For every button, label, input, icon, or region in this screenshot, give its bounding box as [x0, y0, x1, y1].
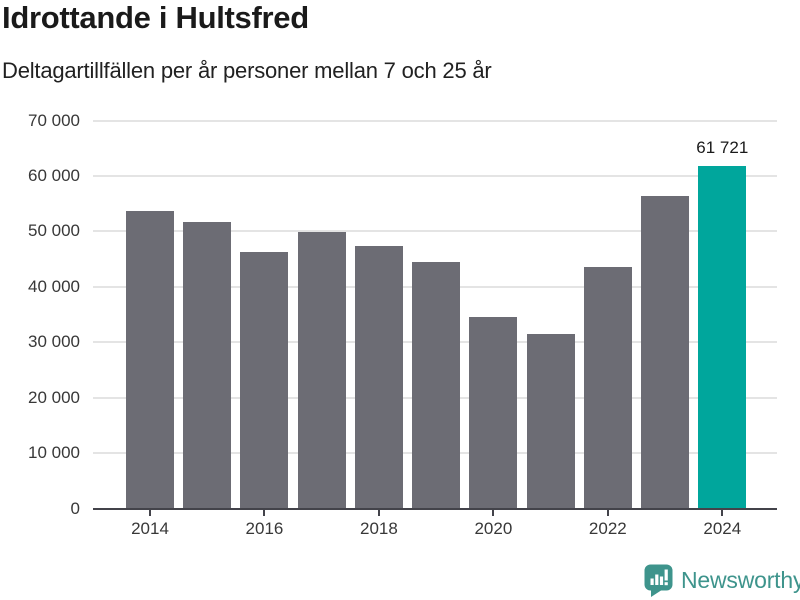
- bar-2020: [469, 317, 518, 509]
- x-axis-line: [93, 507, 777, 510]
- x-axis-tick-label-2016: 2016: [245, 519, 284, 538]
- x-axis-tick-2022: [606, 510, 609, 516]
- bar-2014: [126, 210, 174, 509]
- page-subtitle: Deltagartillfällen per år personer mella…: [2, 58, 492, 83]
- bar-2018: [354, 246, 403, 509]
- newsworthy-logo[interactable]: Newsworthy: [644, 563, 800, 597]
- bar-2019: [412, 262, 461, 509]
- y-axis-tick-label: 0: [70, 498, 80, 518]
- x-axis-tick-label-2022: 2022: [588, 519, 627, 538]
- bar-2023: [641, 195, 690, 509]
- newsworthy-logo-icon: [644, 563, 674, 597]
- x-axis-tick-2020: [492, 510, 495, 516]
- x-axis-tick-2016: [263, 510, 266, 516]
- y-axis-tick-label: 70 000: [28, 110, 80, 130]
- bar-chart: 0 10 000 20 000 30 000 40 000 50 000 60 000 70 …: [28, 110, 777, 538]
- x-axis-tick-label-2014: 2014: [131, 519, 169, 538]
- gridline-70000: [93, 119, 777, 122]
- y-axis-tick-label: 20 000: [28, 387, 80, 407]
- highlight-value-label: 61 721: [696, 138, 749, 158]
- y-axis-tick-label: 40 000: [28, 276, 80, 296]
- x-axis-tick-2018: [377, 510, 380, 516]
- x-axis-tick-label-2024: 2024: [703, 519, 742, 538]
- gridline-60000: [93, 174, 777, 177]
- brand-name: Newsworthy: [681, 566, 800, 593]
- y-axis-tick-label: 30 000: [28, 332, 80, 352]
- bar-2024: [698, 166, 747, 509]
- x-axis-tick-2024: [721, 510, 724, 516]
- x-axis-tick-label-2020: 2020: [474, 519, 513, 538]
- page-title: Idrottande i Hultsfred: [2, 0, 309, 35]
- x-axis-tick-label-2018: 2018: [359, 519, 398, 538]
- bar-2021: [526, 334, 575, 509]
- bar-2016: [240, 251, 289, 509]
- bar-2022: [583, 266, 632, 509]
- y-axis-tick-label: 60 000: [28, 165, 80, 185]
- bar-2017: [297, 231, 346, 509]
- gridline-50000: [93, 230, 777, 233]
- y-axis-tick-label: 10 000: [28, 443, 80, 463]
- x-axis-tick-2014: [149, 510, 151, 516]
- bar-2015: [183, 221, 232, 509]
- y-axis-tick-label: 50 000: [28, 221, 80, 241]
